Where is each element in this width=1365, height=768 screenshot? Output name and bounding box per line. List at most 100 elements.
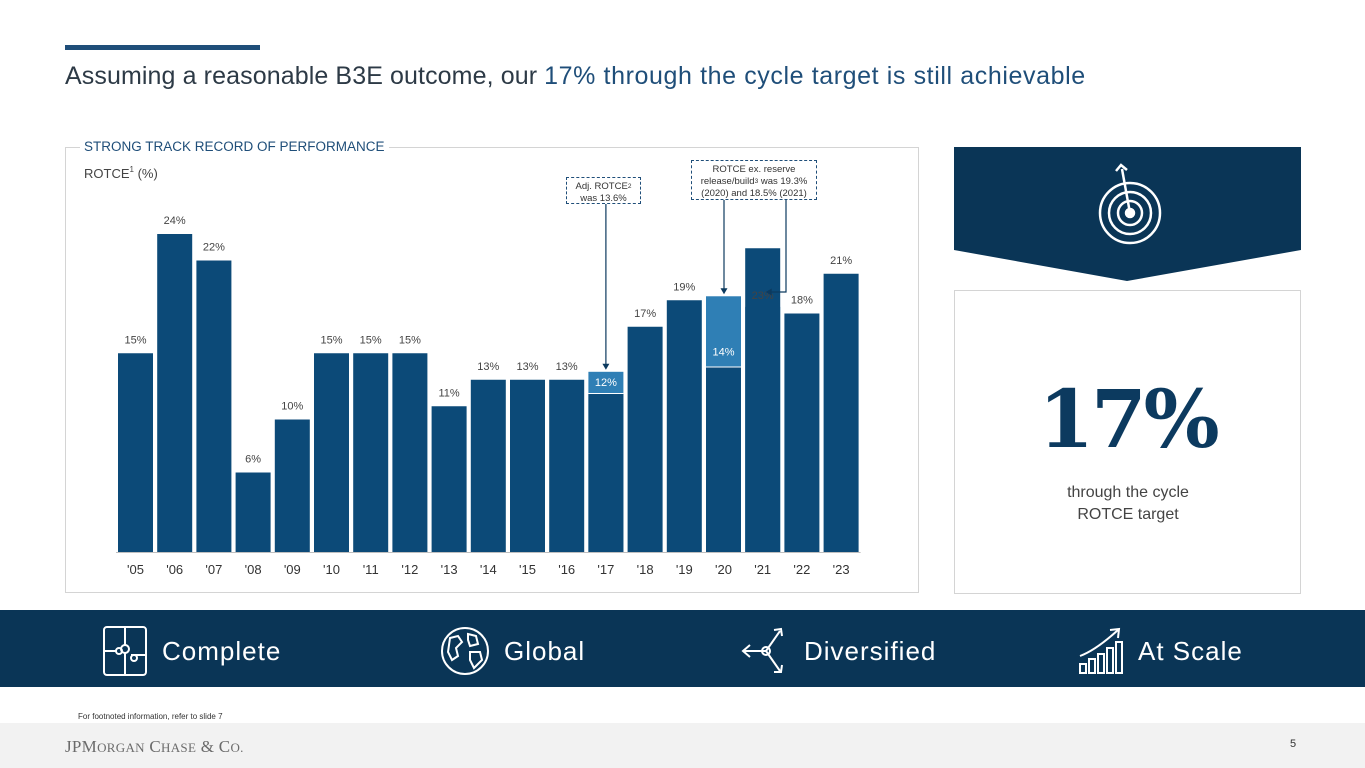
pillar-label-complete: Complete xyxy=(162,635,282,666)
x-tick-label-4: '09 xyxy=(284,562,301,577)
footnote: For footnoted information, refer to slid… xyxy=(78,712,223,721)
x-tick-label-11: '16 xyxy=(558,562,575,577)
bar-17 xyxy=(784,313,820,552)
logo-jp: JPM xyxy=(65,737,98,756)
data-label-12: 12% xyxy=(595,377,617,389)
x-tick-label-7: '12 xyxy=(401,562,418,577)
chart-section-label: STRONG TRACK RECORD OF PERFORMANCE xyxy=(80,139,389,154)
bottom-bar xyxy=(0,723,1365,768)
data-label-1: 24% xyxy=(164,215,186,227)
x-tick-label-0: '05 xyxy=(127,562,144,577)
x-tick-label-17: '22 xyxy=(793,562,810,577)
bar-6 xyxy=(353,353,389,552)
pillar-at-scale: At Scale xyxy=(1078,625,1243,677)
bar-0 xyxy=(118,353,153,552)
target-value: 17% xyxy=(1038,372,1219,466)
x-tick-label-16: '21 xyxy=(754,562,771,577)
data-label-8: 11% xyxy=(438,387,459,399)
x-tick-label-3: '08 xyxy=(245,562,262,577)
logo-organ: ORGAN xyxy=(97,740,145,755)
x-tick-label-1: '06 xyxy=(166,562,183,577)
bar-11 xyxy=(549,379,585,552)
pillar-label-at-scale: At Scale xyxy=(1138,635,1243,666)
data-label-15: 14% xyxy=(712,347,734,359)
diversified-arrows-icon xyxy=(741,627,783,673)
title-accent-line xyxy=(65,45,260,50)
target-icon xyxy=(1098,163,1162,245)
callout-1-line2: was 13.6% xyxy=(580,193,627,204)
bar-12 xyxy=(588,394,624,552)
globe-icon xyxy=(441,627,489,675)
logo-o: O. xyxy=(230,740,244,755)
title-lead: Assuming a reasonable B3E outcome, our xyxy=(65,62,545,90)
target-panel xyxy=(954,290,1301,594)
growth-chart-icon xyxy=(1079,627,1123,674)
page-title: Assuming a reasonable B3E outcome, our 1… xyxy=(65,62,1086,91)
x-tick-label-14: '19 xyxy=(676,562,693,577)
data-label-14: 19% xyxy=(673,281,695,293)
chart-y-title: ROTCE1 (%) xyxy=(84,165,158,181)
x-tick-label-12: '17 xyxy=(597,562,614,577)
x-tick-label-18: '23 xyxy=(833,562,850,577)
logo-amp-c: & C xyxy=(196,737,231,756)
x-tick-label-9: '14 xyxy=(480,562,497,577)
data-label-13: 17% xyxy=(634,308,656,320)
target-caption: through the cycle ROTCE target xyxy=(1054,482,1202,526)
callout-arrow-21-line xyxy=(771,200,787,293)
bar-18 xyxy=(823,273,859,552)
bar-2 xyxy=(196,260,232,552)
logo-hase: HASE xyxy=(161,740,197,755)
data-label-9: 13% xyxy=(477,361,499,373)
data-label-5: 15% xyxy=(320,334,342,346)
callout-2-line1: ROTCE ex. reserve xyxy=(712,164,796,175)
data-label-4: 10% xyxy=(281,401,303,413)
callout-2-sup: 3 xyxy=(754,178,759,185)
bar-7 xyxy=(392,353,428,552)
data-label-18: 21% xyxy=(830,255,852,267)
pillar-complete: Complete xyxy=(102,625,281,677)
y-title-unit: (%) xyxy=(133,166,158,181)
bar-4 xyxy=(274,419,310,552)
bar-13 xyxy=(627,326,663,552)
target-line2: ROTCE target xyxy=(1077,506,1179,523)
page-number: 5 xyxy=(1290,738,1297,750)
x-tick-label-15: '20 xyxy=(715,562,732,577)
puzzle-icon xyxy=(103,626,147,676)
bar-16 xyxy=(745,248,781,552)
target-banner xyxy=(954,147,1301,281)
logo-c: C xyxy=(144,737,162,756)
callout-2-line3: (2020) and 18.5% (2021) xyxy=(701,188,807,199)
callout-arrow-17-head xyxy=(602,363,610,370)
adj-rotce-callout: Adj. ROTCE2 was 13.6% xyxy=(566,177,641,204)
data-label-17: 18% xyxy=(791,295,813,307)
title-highlight: 17% through the cycle target is still ac… xyxy=(544,62,1086,90)
chart-panel xyxy=(65,147,919,593)
reserve-release-callout: ROTCE ex. reserve release/build3 was 19.… xyxy=(691,160,817,200)
x-tick-label-2: '07 xyxy=(205,562,222,577)
pillar-global: Global xyxy=(440,625,585,677)
x-tick-label-6: '11 xyxy=(363,562,379,577)
data-label-6: 15% xyxy=(360,334,382,346)
bar-1 xyxy=(157,234,193,552)
bar-10 xyxy=(510,379,545,552)
bar-9 xyxy=(470,379,506,552)
bar-5 xyxy=(314,353,349,552)
callout-1-line1: Adj. ROTCE xyxy=(575,181,628,192)
company-logo: JPMORGAN CHASE & CO. xyxy=(65,737,244,757)
callout-1-sup: 2 xyxy=(627,183,632,190)
x-tick-label-5: '10 xyxy=(323,562,340,577)
data-label-11: 13% xyxy=(556,361,578,373)
callout-2-line2b: was 19.3% xyxy=(758,176,808,187)
data-label-3: 6% xyxy=(245,454,261,466)
pillar-label-diversified: Diversified xyxy=(804,635,937,666)
x-tick-label-10: '15 xyxy=(519,562,536,577)
callout-arrow-21-head xyxy=(765,288,772,296)
pillar-diversified: Diversified xyxy=(740,625,936,677)
pillar-label-global: Global xyxy=(504,635,586,666)
x-tick-label-13: '18 xyxy=(637,562,654,577)
bar-3 xyxy=(235,472,271,552)
target-line1: through the cycle xyxy=(1067,484,1189,501)
callout-2-line2a: release/build xyxy=(700,176,755,187)
bar-14 xyxy=(666,300,702,552)
